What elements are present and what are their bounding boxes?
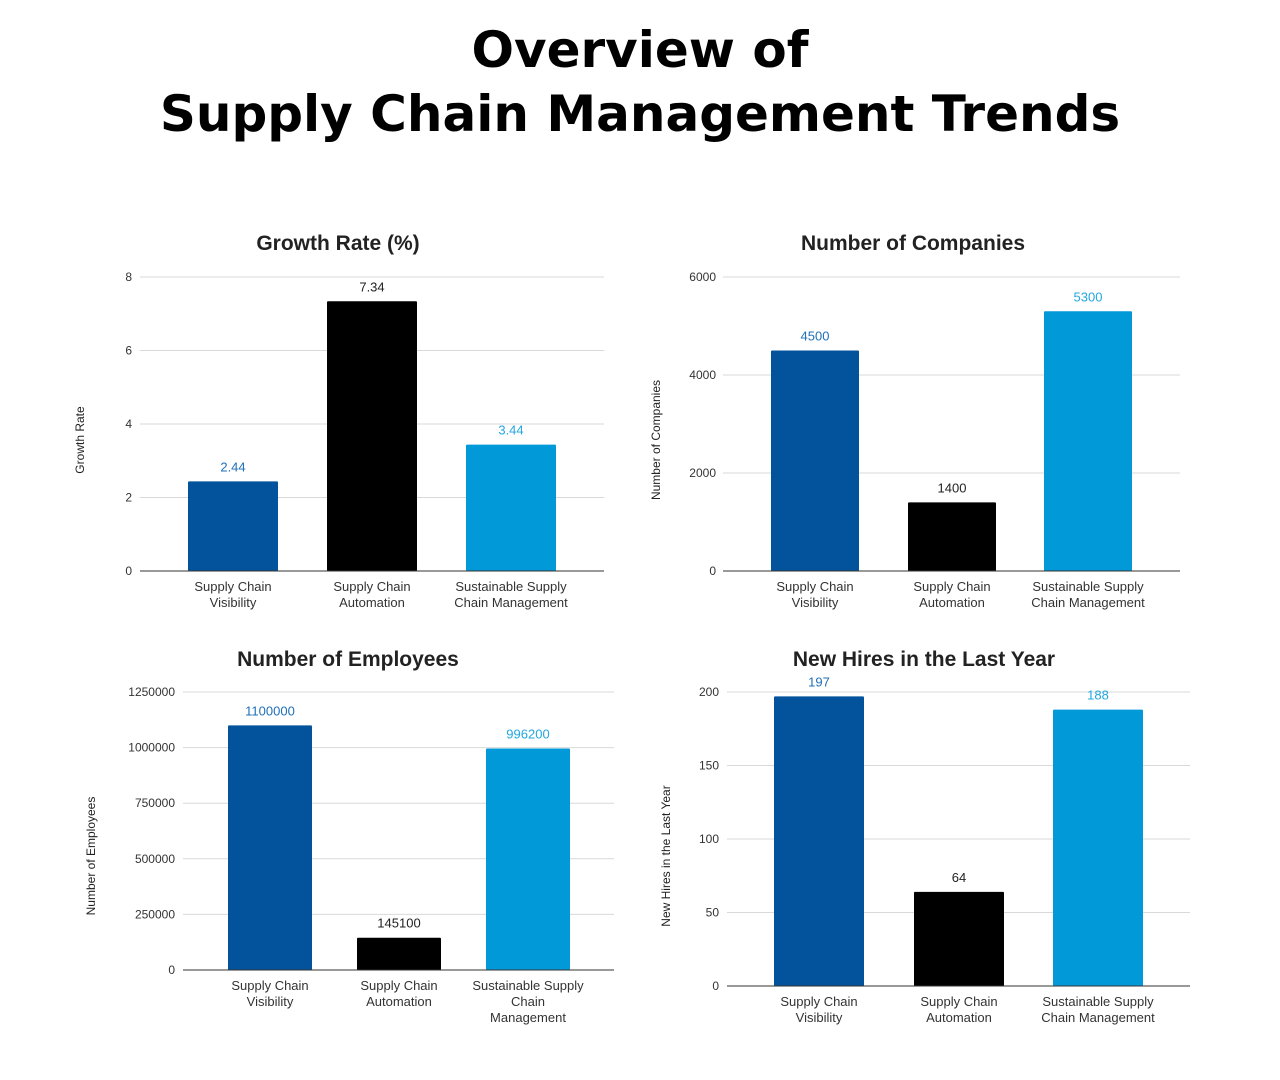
- y-tick-label: 2000: [689, 466, 716, 480]
- y-axis-title: Growth Rate: [73, 406, 87, 474]
- chart-panel-3: Number of Employees 0 250000 500000 750000 10…: [84, 648, 614, 1025]
- y-tick-label: 200: [699, 685, 719, 699]
- data-label: 3.44: [498, 423, 523, 438]
- y-tick-label: 6: [125, 344, 132, 358]
- x-category-label: Visibility: [247, 994, 294, 1009]
- x-category-label: Chain Management: [1031, 595, 1145, 610]
- y-tick-label: 50: [706, 906, 720, 920]
- data-label: 188: [1087, 688, 1109, 703]
- chart-title: Number of Employees: [237, 648, 459, 671]
- data-label: 996200: [506, 726, 549, 741]
- data-label: 5300: [1074, 289, 1103, 304]
- y-tick-label: 0: [712, 979, 719, 993]
- chart-title: Growth Rate (%): [256, 232, 419, 255]
- bar: [774, 696, 864, 986]
- x-category-label: Automation: [926, 1010, 992, 1025]
- x-category-label: Supply Chain: [333, 579, 410, 594]
- data-label: 1400: [938, 480, 967, 495]
- y-tick-label: 500000: [135, 852, 175, 866]
- x-category-label: Supply Chain: [920, 994, 997, 1009]
- y-tick-label: 4000: [689, 368, 716, 382]
- data-label: 197: [808, 674, 830, 689]
- y-tick-label: 1000000: [128, 741, 175, 755]
- chart-panel-1: Growth Rate (%) 0 2 4 6 8 Growth Rate 2.44 Suppl…: [73, 232, 604, 610]
- data-label: 2.44: [220, 459, 245, 474]
- y-axis-title: Number of Employees: [84, 797, 98, 916]
- x-category-label: Supply Chain: [776, 579, 853, 594]
- chart-title: New Hires in the Last Year: [793, 648, 1055, 671]
- data-label: 145100: [377, 916, 420, 931]
- y-tick-label: 100: [699, 832, 719, 846]
- y-tick-label: 0: [709, 564, 716, 578]
- data-label: 7.34: [359, 279, 384, 294]
- x-category-label: Sustainable Supply: [1042, 994, 1154, 1009]
- x-category-label: Supply Chain: [360, 978, 437, 993]
- x-category-label: Supply Chain: [194, 579, 271, 594]
- bar: [486, 748, 570, 970]
- x-category-label: Sustainable Supply: [472, 978, 584, 993]
- x-category-label: Visibility: [210, 595, 257, 610]
- chart-panel-4: New Hires in the Last Year 0 50 100 150 200 Ne…: [659, 648, 1190, 1025]
- x-category-label: Management: [490, 1010, 566, 1025]
- page-title-line-1: Overview of: [471, 21, 809, 79]
- x-category-label: Visibility: [796, 1010, 843, 1025]
- page-title: Overview of Supply Chain Management Tren…: [0, 18, 1280, 146]
- bar: [357, 937, 441, 970]
- bar: [1053, 709, 1143, 986]
- bar: [914, 891, 1004, 986]
- bar: [771, 350, 859, 571]
- x-category-label: Sustainable Supply: [1032, 579, 1144, 594]
- x-category-label: Supply Chain: [780, 994, 857, 1009]
- bar: [228, 725, 312, 970]
- x-category-label: Supply Chain: [913, 579, 990, 594]
- bar: [908, 502, 996, 571]
- x-category-label: Automation: [339, 595, 405, 610]
- y-axis-title: New Hires in the Last Year: [659, 785, 673, 926]
- y-tick-label: 1250000: [128, 685, 175, 699]
- bar: [188, 481, 278, 571]
- y-tick-label: 8: [125, 270, 132, 284]
- y-tick-label: 0: [168, 963, 175, 977]
- x-category-label: Chain: [511, 994, 545, 1009]
- y-tick-label: 6000: [689, 270, 716, 284]
- bar: [1044, 311, 1132, 571]
- x-category-label: Chain Management: [1041, 1010, 1155, 1025]
- x-category-label: Automation: [919, 595, 985, 610]
- y-tick-label: 0: [125, 564, 132, 578]
- bar: [327, 301, 417, 571]
- data-label: 1100000: [245, 703, 295, 718]
- y-tick-label: 250000: [135, 907, 175, 921]
- y-tick-label: 150: [699, 759, 719, 773]
- page-title-line-2: Supply Chain Management Trends: [159, 85, 1121, 143]
- y-tick-label: 750000: [135, 796, 175, 810]
- x-category-label: Supply Chain: [231, 978, 308, 993]
- data-label: 64: [952, 870, 966, 885]
- chart-panel-2: Number of Companies 0 2000 4000 6000 Number o…: [649, 232, 1180, 610]
- y-axis-title: Number of Companies: [649, 380, 663, 500]
- chart-title: Number of Companies: [801, 232, 1025, 255]
- bar: [466, 444, 556, 571]
- x-category-label: Visibility: [792, 595, 839, 610]
- x-category-label: Automation: [366, 994, 432, 1009]
- data-label: 4500: [801, 329, 830, 344]
- x-category-label: Sustainable Supply: [455, 579, 567, 594]
- y-tick-label: 2: [125, 491, 132, 505]
- x-category-label: Chain Management: [454, 595, 568, 610]
- y-tick-label: 4: [125, 417, 132, 431]
